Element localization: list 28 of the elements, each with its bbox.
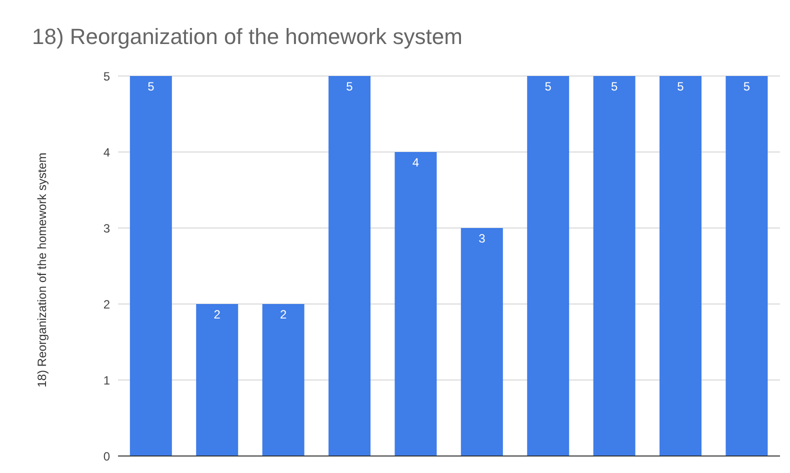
y-tick-label: 5 — [103, 69, 110, 84]
bar — [130, 76, 172, 456]
data-label: 5 — [346, 80, 354, 94]
bar — [660, 76, 702, 456]
data-label: 5 — [148, 80, 155, 94]
data-label: 5 — [677, 80, 684, 94]
data-label: 4 — [412, 156, 420, 170]
bar — [196, 304, 238, 456]
chart-title: 18) Reorganization of the homework system — [32, 24, 462, 50]
y-tick-label: 3 — [103, 221, 110, 236]
bar — [394, 152, 437, 456]
bar — [460, 228, 503, 456]
bar — [262, 304, 304, 456]
data-label: 5 — [743, 80, 750, 94]
y-tick-label: 2 — [103, 297, 110, 312]
y-axis-title: 18) Reorganization of the homework system — [35, 152, 49, 388]
y-tick-label: 1 — [103, 373, 110, 388]
bar — [328, 76, 371, 456]
data-label: 5 — [544, 80, 552, 94]
data-label: 2 — [280, 308, 287, 322]
bar — [593, 76, 636, 456]
bar — [726, 76, 768, 456]
y-tick-label: 4 — [103, 145, 110, 160]
data-label: 5 — [610, 80, 618, 94]
y-tick-label: 0 — [103, 449, 110, 464]
data-label: 2 — [214, 308, 221, 322]
data-label: 3 — [478, 232, 486, 246]
bar — [527, 76, 570, 456]
